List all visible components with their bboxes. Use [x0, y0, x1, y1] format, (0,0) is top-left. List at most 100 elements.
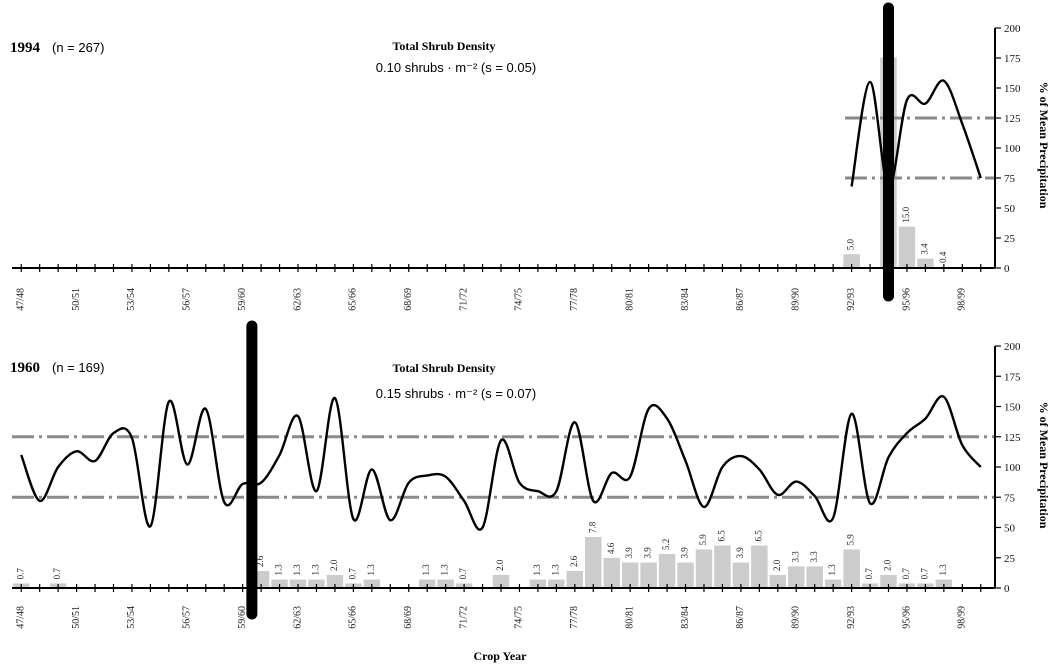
- right-tick-label: 200: [1004, 341, 1021, 353]
- top-panel-right-axis-title: % of Mean Precipitation: [1037, 82, 1051, 209]
- x-tick-label: 98/99: [957, 288, 968, 311]
- bar: [640, 562, 657, 588]
- x-tick-label: 83/84: [680, 606, 691, 629]
- bar-label: 1.3: [311, 564, 321, 576]
- bar: [788, 566, 805, 588]
- bottom-panel-n-label: (n = 169): [52, 360, 104, 375]
- x-tick-label: 56/57: [182, 606, 193, 629]
- top-panel-year-label: 1994: [10, 40, 41, 56]
- bar-label: 1.3: [938, 564, 948, 576]
- bar: [769, 574, 787, 588]
- right-tick-label: 100: [1004, 462, 1021, 474]
- bar: [585, 537, 602, 588]
- top-panel-density-value: 0.10 shrubs · m⁻² (s = 0.05): [376, 60, 536, 75]
- bar-label: 3.9: [680, 547, 690, 559]
- bar: [880, 574, 897, 588]
- bar: [548, 579, 565, 588]
- x-tick-label: 74/75: [514, 606, 525, 629]
- top-panel: 5.076.315.03.40.447/4850/5153/5456/5759/…: [12, 2, 1021, 311]
- bar: [308, 579, 325, 588]
- bar: [289, 579, 307, 588]
- bar: [714, 545, 731, 588]
- bar: [695, 549, 713, 588]
- x-tick-label: 50/51: [71, 288, 82, 311]
- bottom-panel-header: 1960 (n = 169) Total Shrub Density 0.15 …: [10, 360, 536, 401]
- x-tick-label: 92/93: [846, 288, 857, 311]
- bar: [363, 579, 381, 588]
- bar: [437, 579, 454, 588]
- bar: [751, 545, 768, 588]
- bottom-panel: 0.7 0.7 2.6 1.3 1.3 1.3 2.0 0.7 1.3 1.3 1.3 0.7 2.0 1…: [12, 320, 1021, 629]
- bar-label: 2.0: [495, 559, 505, 571]
- right-tick-label: 0: [1004, 583, 1010, 595]
- bar: [603, 557, 620, 588]
- bar: [898, 226, 916, 268]
- x-tick-label: 74/75: [514, 288, 525, 311]
- bar-label: 2.6: [255, 555, 265, 567]
- precipitation-line: [850, 79, 982, 189]
- bar-label: 0.7: [458, 568, 468, 580]
- bar-label: 6.5: [753, 530, 763, 542]
- x-tick-label: 83/84: [680, 288, 691, 311]
- bar-label: 0.4: [938, 251, 948, 263]
- x-tick-label: 95/96: [901, 288, 912, 311]
- bar-label: 0.7: [919, 568, 929, 580]
- x-tick-label: 59/60: [237, 606, 248, 629]
- bar-label: 0.7: [15, 568, 25, 580]
- bar-label: 3.9: [643, 547, 653, 559]
- bar-label: 3.3: [809, 551, 819, 563]
- x-axis-title: Crop Year: [474, 649, 528, 663]
- right-tick-label: 200: [1004, 23, 1021, 35]
- x-tick-label: 62/63: [292, 606, 303, 629]
- bar-label: 1.3: [421, 564, 431, 576]
- bar: [418, 579, 436, 588]
- bar-label: 15.0: [901, 206, 911, 222]
- x-tick-label: 65/66: [348, 288, 359, 311]
- x-tick-label: 53/54: [126, 606, 137, 629]
- right-tick-label: 75: [1004, 173, 1016, 185]
- right-tick-label: 25: [1004, 553, 1016, 565]
- bar-label: 2.0: [329, 559, 339, 571]
- bar-label: 3.9: [735, 547, 745, 559]
- bar-label: 0.7: [347, 568, 357, 580]
- x-tick-label: 68/69: [403, 288, 414, 311]
- bar: [566, 571, 584, 588]
- x-tick-label: 80/81: [624, 606, 635, 629]
- bar-label: 7.8: [587, 521, 597, 533]
- x-tick-label: 53/54: [126, 288, 137, 311]
- x-tick-label: 56/57: [182, 288, 193, 311]
- x-tick-label: 71/72: [458, 288, 469, 311]
- bar-label: 1.3: [532, 564, 542, 576]
- x-tick-label: 62/63: [292, 288, 303, 311]
- right-tick-label: 0: [1004, 263, 1010, 275]
- bar: [677, 562, 694, 588]
- bar: [271, 579, 288, 588]
- bar-label: 5.9: [698, 534, 708, 546]
- right-tick-label: 50: [1004, 523, 1016, 535]
- bar: [843, 254, 860, 268]
- right-tick-label: 125: [1004, 113, 1021, 125]
- bar-label: 3.9: [624, 547, 634, 559]
- right-tick-label: 175: [1004, 371, 1021, 383]
- bar-label: 2.0: [883, 559, 893, 571]
- bottom-panel-density-value: 0.15 shrubs · m⁻² (s = 0.07): [376, 386, 536, 401]
- right-tick-label: 75: [1004, 492, 1016, 504]
- x-tick-label: 92/93: [846, 606, 857, 629]
- x-tick-label: 68/69: [403, 606, 414, 629]
- right-tick-label: 150: [1004, 402, 1021, 414]
- bar: [492, 574, 510, 588]
- bar: [658, 554, 676, 588]
- bar-label: 0.7: [864, 568, 874, 580]
- bar-label: 5.9: [846, 534, 856, 546]
- x-tick-label: 47/48: [16, 606, 27, 629]
- bar-label: 3.4: [919, 243, 929, 255]
- bar: [843, 549, 860, 588]
- x-tick-label: 50/51: [71, 606, 82, 629]
- x-tick-label: 47/48: [16, 288, 27, 311]
- x-tick-label: 77/78: [569, 606, 580, 629]
- bar-label: 5.0: [846, 238, 856, 250]
- bar: [806, 566, 823, 588]
- x-tick-label: 95/96: [901, 606, 912, 629]
- bar: [529, 579, 547, 588]
- right-tick-label: 25: [1004, 233, 1016, 245]
